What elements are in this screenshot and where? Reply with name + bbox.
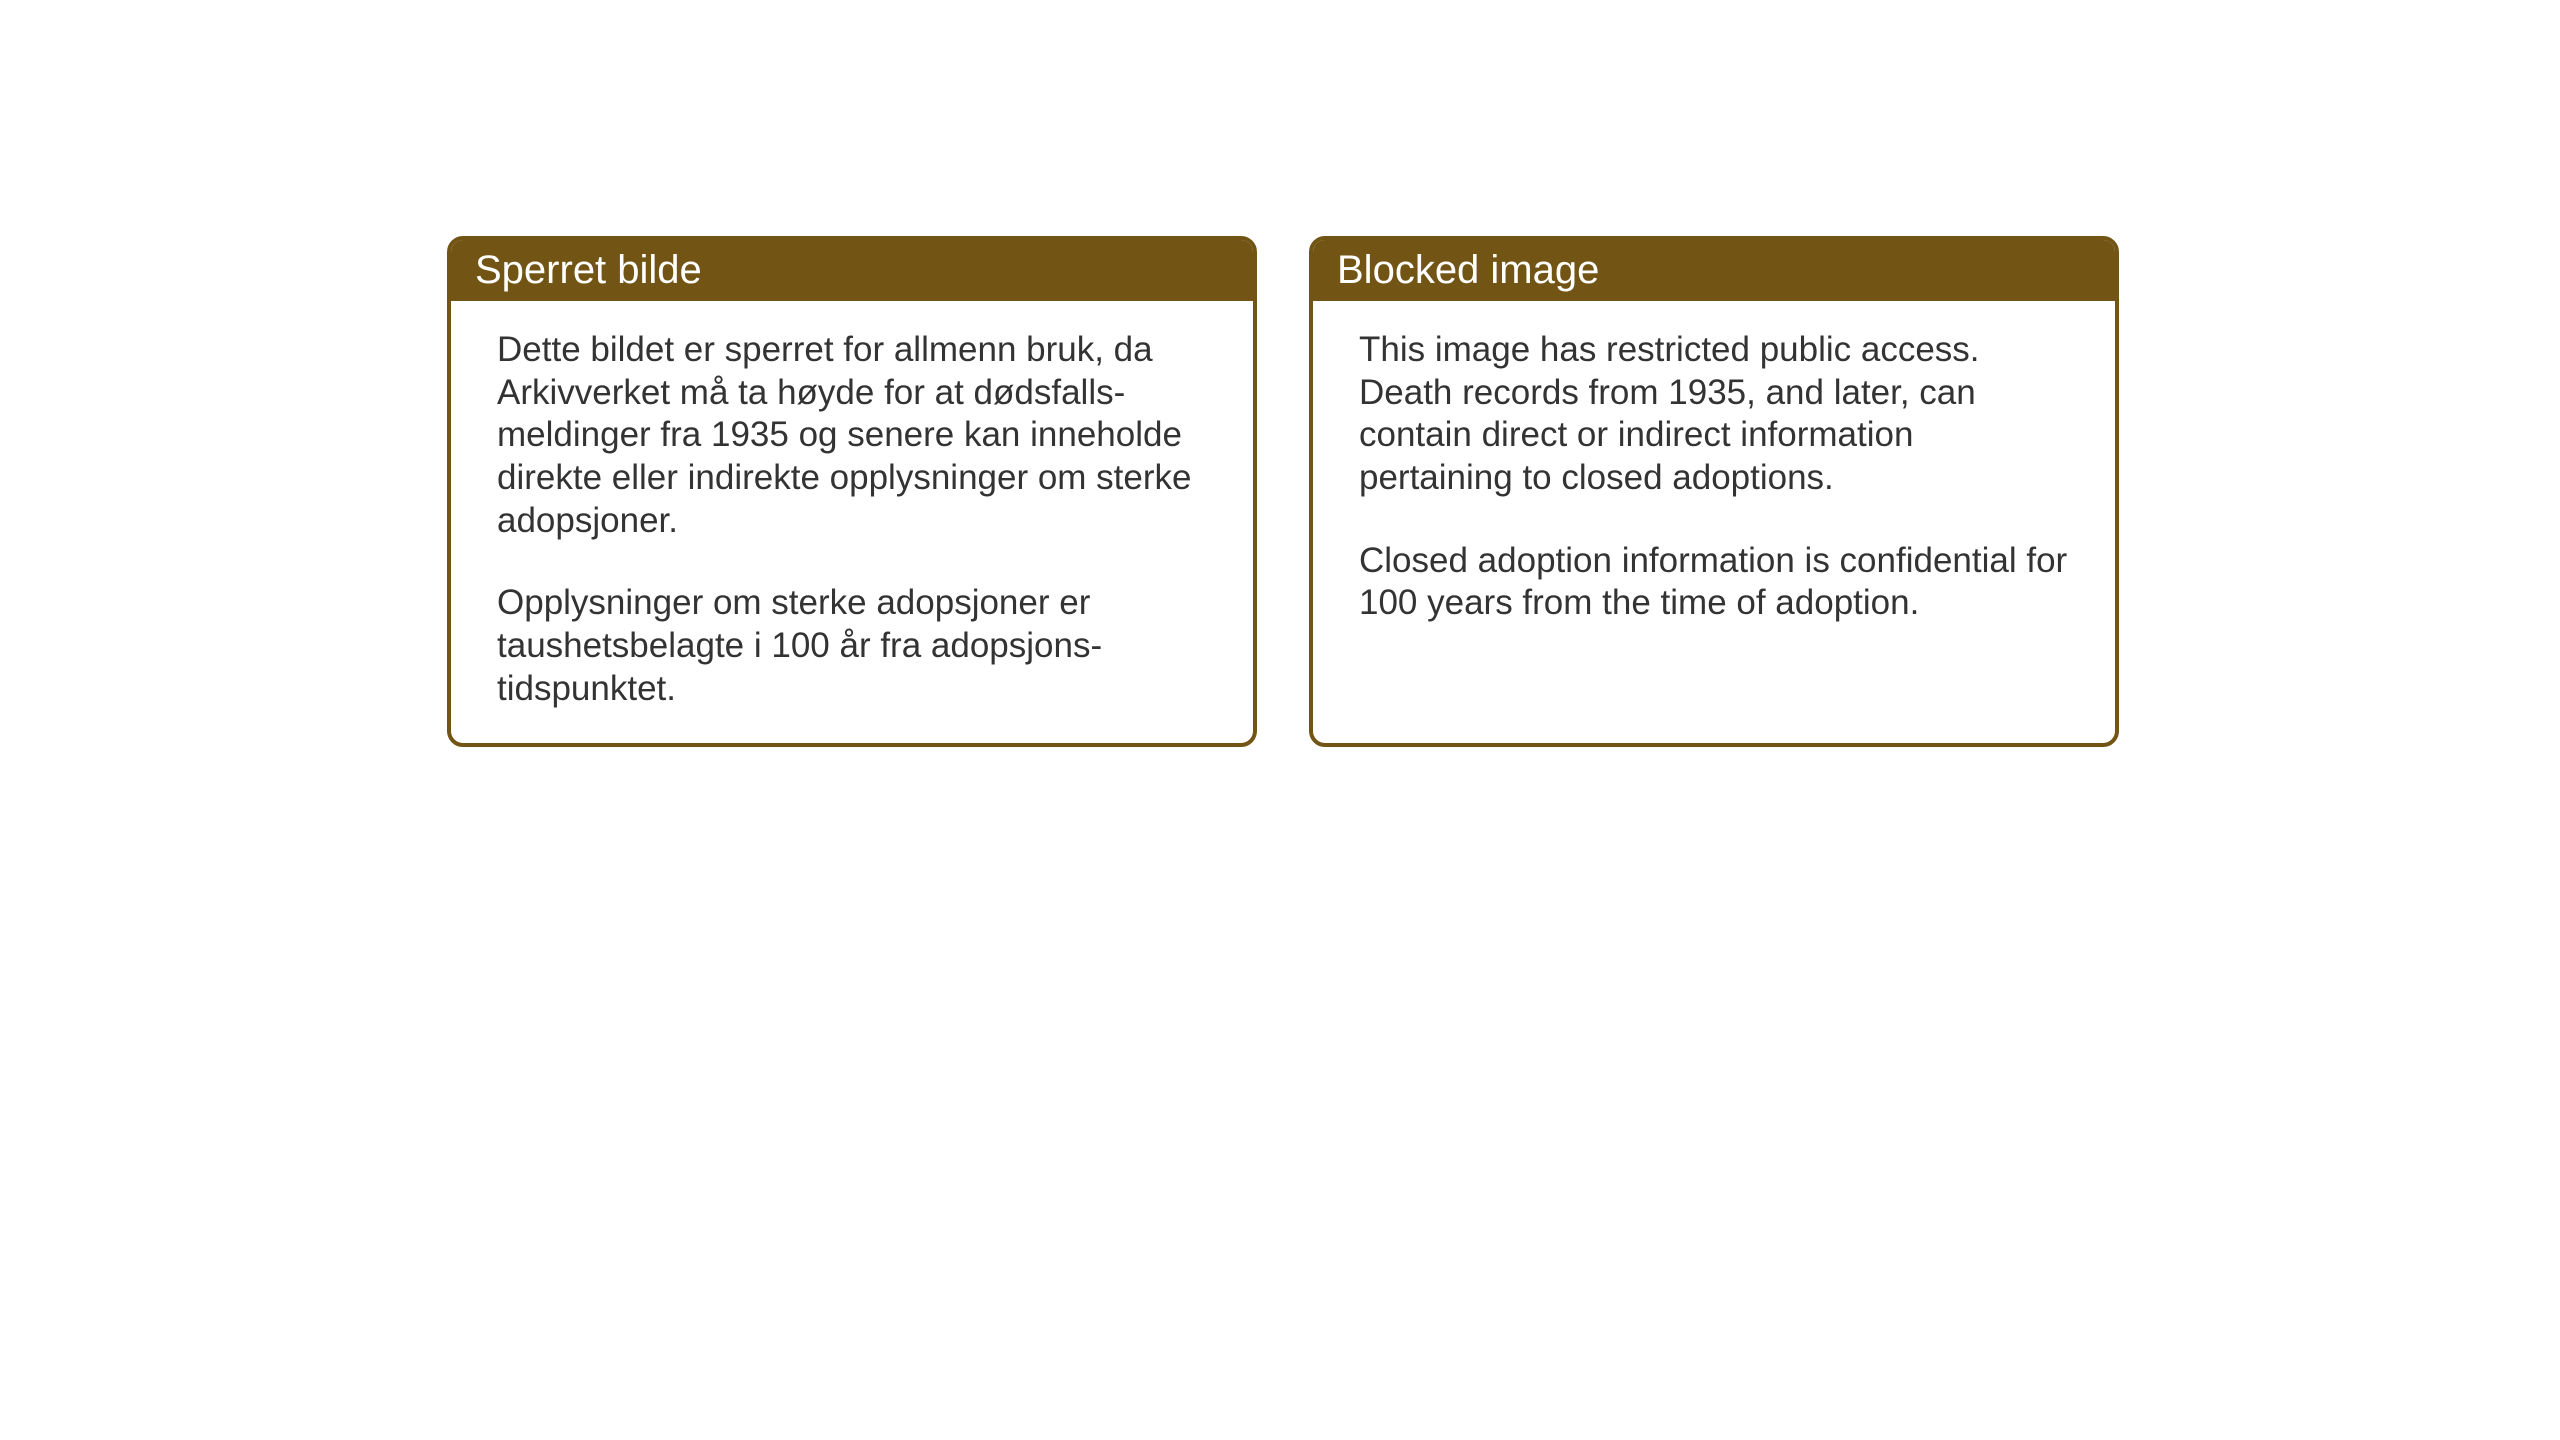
card-body-norwegian: Dette bildet er sperret for allmenn bruk… [451,301,1253,743]
paragraph-english-1: This image has restricted public access.… [1359,329,2069,500]
card-header-norwegian: Sperret bilde [451,240,1253,301]
card-english: Blocked image This image has restricted … [1309,236,2119,747]
card-body-english: This image has restricted public access.… [1313,301,2115,743]
card-header-english: Blocked image [1313,240,2115,301]
paragraph-norwegian-2: Opplysninger om sterke adopsjoner er tau… [497,582,1207,710]
paragraph-english-2: Closed adoption information is confident… [1359,540,2069,625]
paragraph-norwegian-1: Dette bildet er sperret for allmenn bruk… [497,329,1207,542]
card-norwegian: Sperret bilde Dette bildet er sperret fo… [447,236,1257,747]
cards-container: Sperret bilde Dette bildet er sperret fo… [447,236,2119,747]
